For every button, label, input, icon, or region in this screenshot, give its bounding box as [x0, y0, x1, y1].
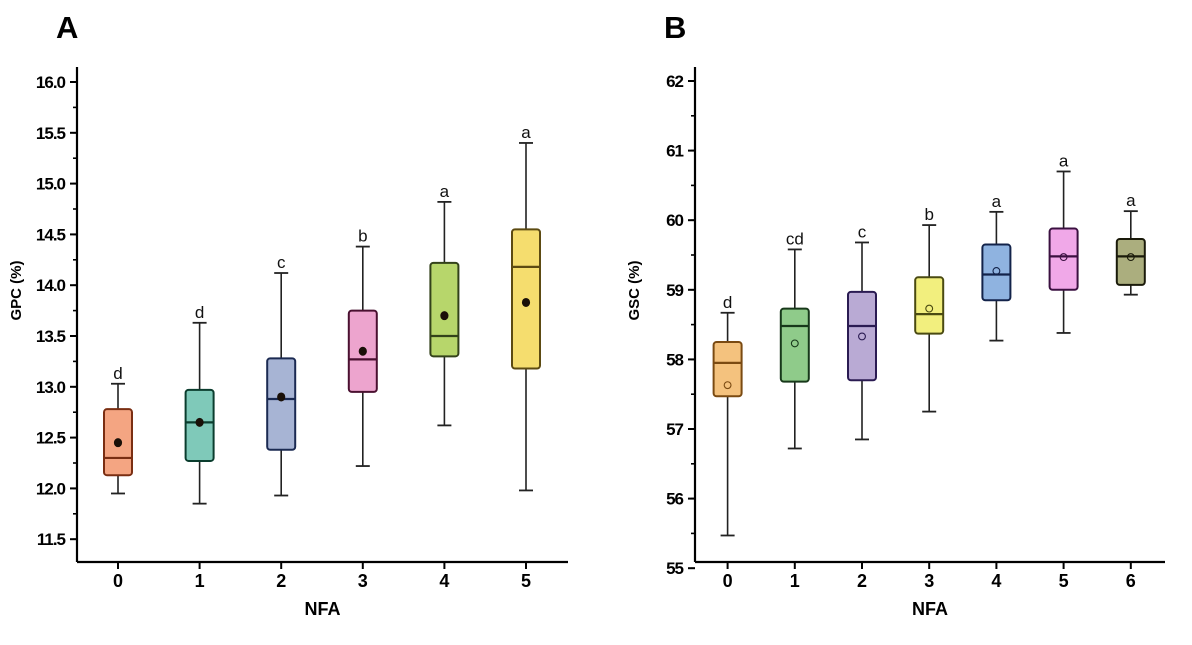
svg-text:2: 2	[276, 571, 286, 591]
svg-text:a: a	[521, 123, 531, 142]
svg-text:c: c	[858, 222, 867, 241]
svg-text:14.0: 14.0	[36, 276, 66, 295]
svg-text:1: 1	[195, 571, 205, 591]
svg-text:A: A	[56, 10, 78, 45]
svg-text:cd: cd	[786, 229, 804, 248]
svg-text:1: 1	[790, 571, 800, 591]
svg-text:15.0: 15.0	[36, 175, 66, 194]
svg-text:60: 60	[666, 211, 683, 230]
svg-text:11.5: 11.5	[37, 530, 66, 549]
svg-text:5: 5	[521, 571, 531, 591]
svg-text:a: a	[1126, 191, 1136, 210]
svg-text:12.0: 12.0	[36, 479, 66, 498]
svg-text:5: 5	[1059, 571, 1069, 591]
svg-text:GSC (%): GSC (%)	[626, 260, 643, 320]
svg-text:NFA: NFA	[305, 599, 341, 619]
svg-text:b: b	[924, 205, 933, 224]
svg-text:NFA: NFA	[912, 599, 948, 619]
svg-text:14.5: 14.5	[36, 225, 66, 244]
svg-text:4: 4	[439, 571, 449, 591]
svg-text:13.5: 13.5	[36, 327, 66, 346]
svg-text:d: d	[113, 364, 122, 383]
svg-text:4: 4	[991, 571, 1001, 591]
svg-text:B: B	[664, 10, 686, 45]
svg-text:12.5: 12.5	[36, 429, 66, 448]
svg-text:59: 59	[666, 281, 683, 300]
svg-text:b: b	[358, 227, 367, 246]
svg-text:GPC (%): GPC (%)	[8, 260, 25, 320]
svg-text:0: 0	[723, 571, 733, 591]
svg-text:a: a	[992, 192, 1002, 211]
svg-text:16.0: 16.0	[36, 73, 66, 92]
svg-text:0: 0	[113, 571, 123, 591]
svg-text:3: 3	[358, 571, 368, 591]
svg-text:3: 3	[924, 571, 934, 591]
svg-text:a: a	[1059, 151, 1069, 170]
svg-text:62: 62	[666, 72, 683, 91]
svg-text:13.0: 13.0	[36, 378, 66, 397]
svg-text:a: a	[440, 182, 450, 201]
svg-text:15.5: 15.5	[36, 124, 66, 143]
svg-text:6: 6	[1126, 571, 1136, 591]
svg-text:d: d	[723, 293, 732, 312]
svg-text:61: 61	[666, 142, 683, 161]
svg-text:58: 58	[666, 350, 683, 369]
svg-text:c: c	[277, 253, 286, 272]
svg-text:d: d	[195, 303, 204, 322]
svg-text:56: 56	[666, 490, 683, 509]
svg-text:55: 55	[666, 559, 683, 578]
svg-text:57: 57	[666, 420, 683, 439]
svg-text:2: 2	[857, 571, 867, 591]
